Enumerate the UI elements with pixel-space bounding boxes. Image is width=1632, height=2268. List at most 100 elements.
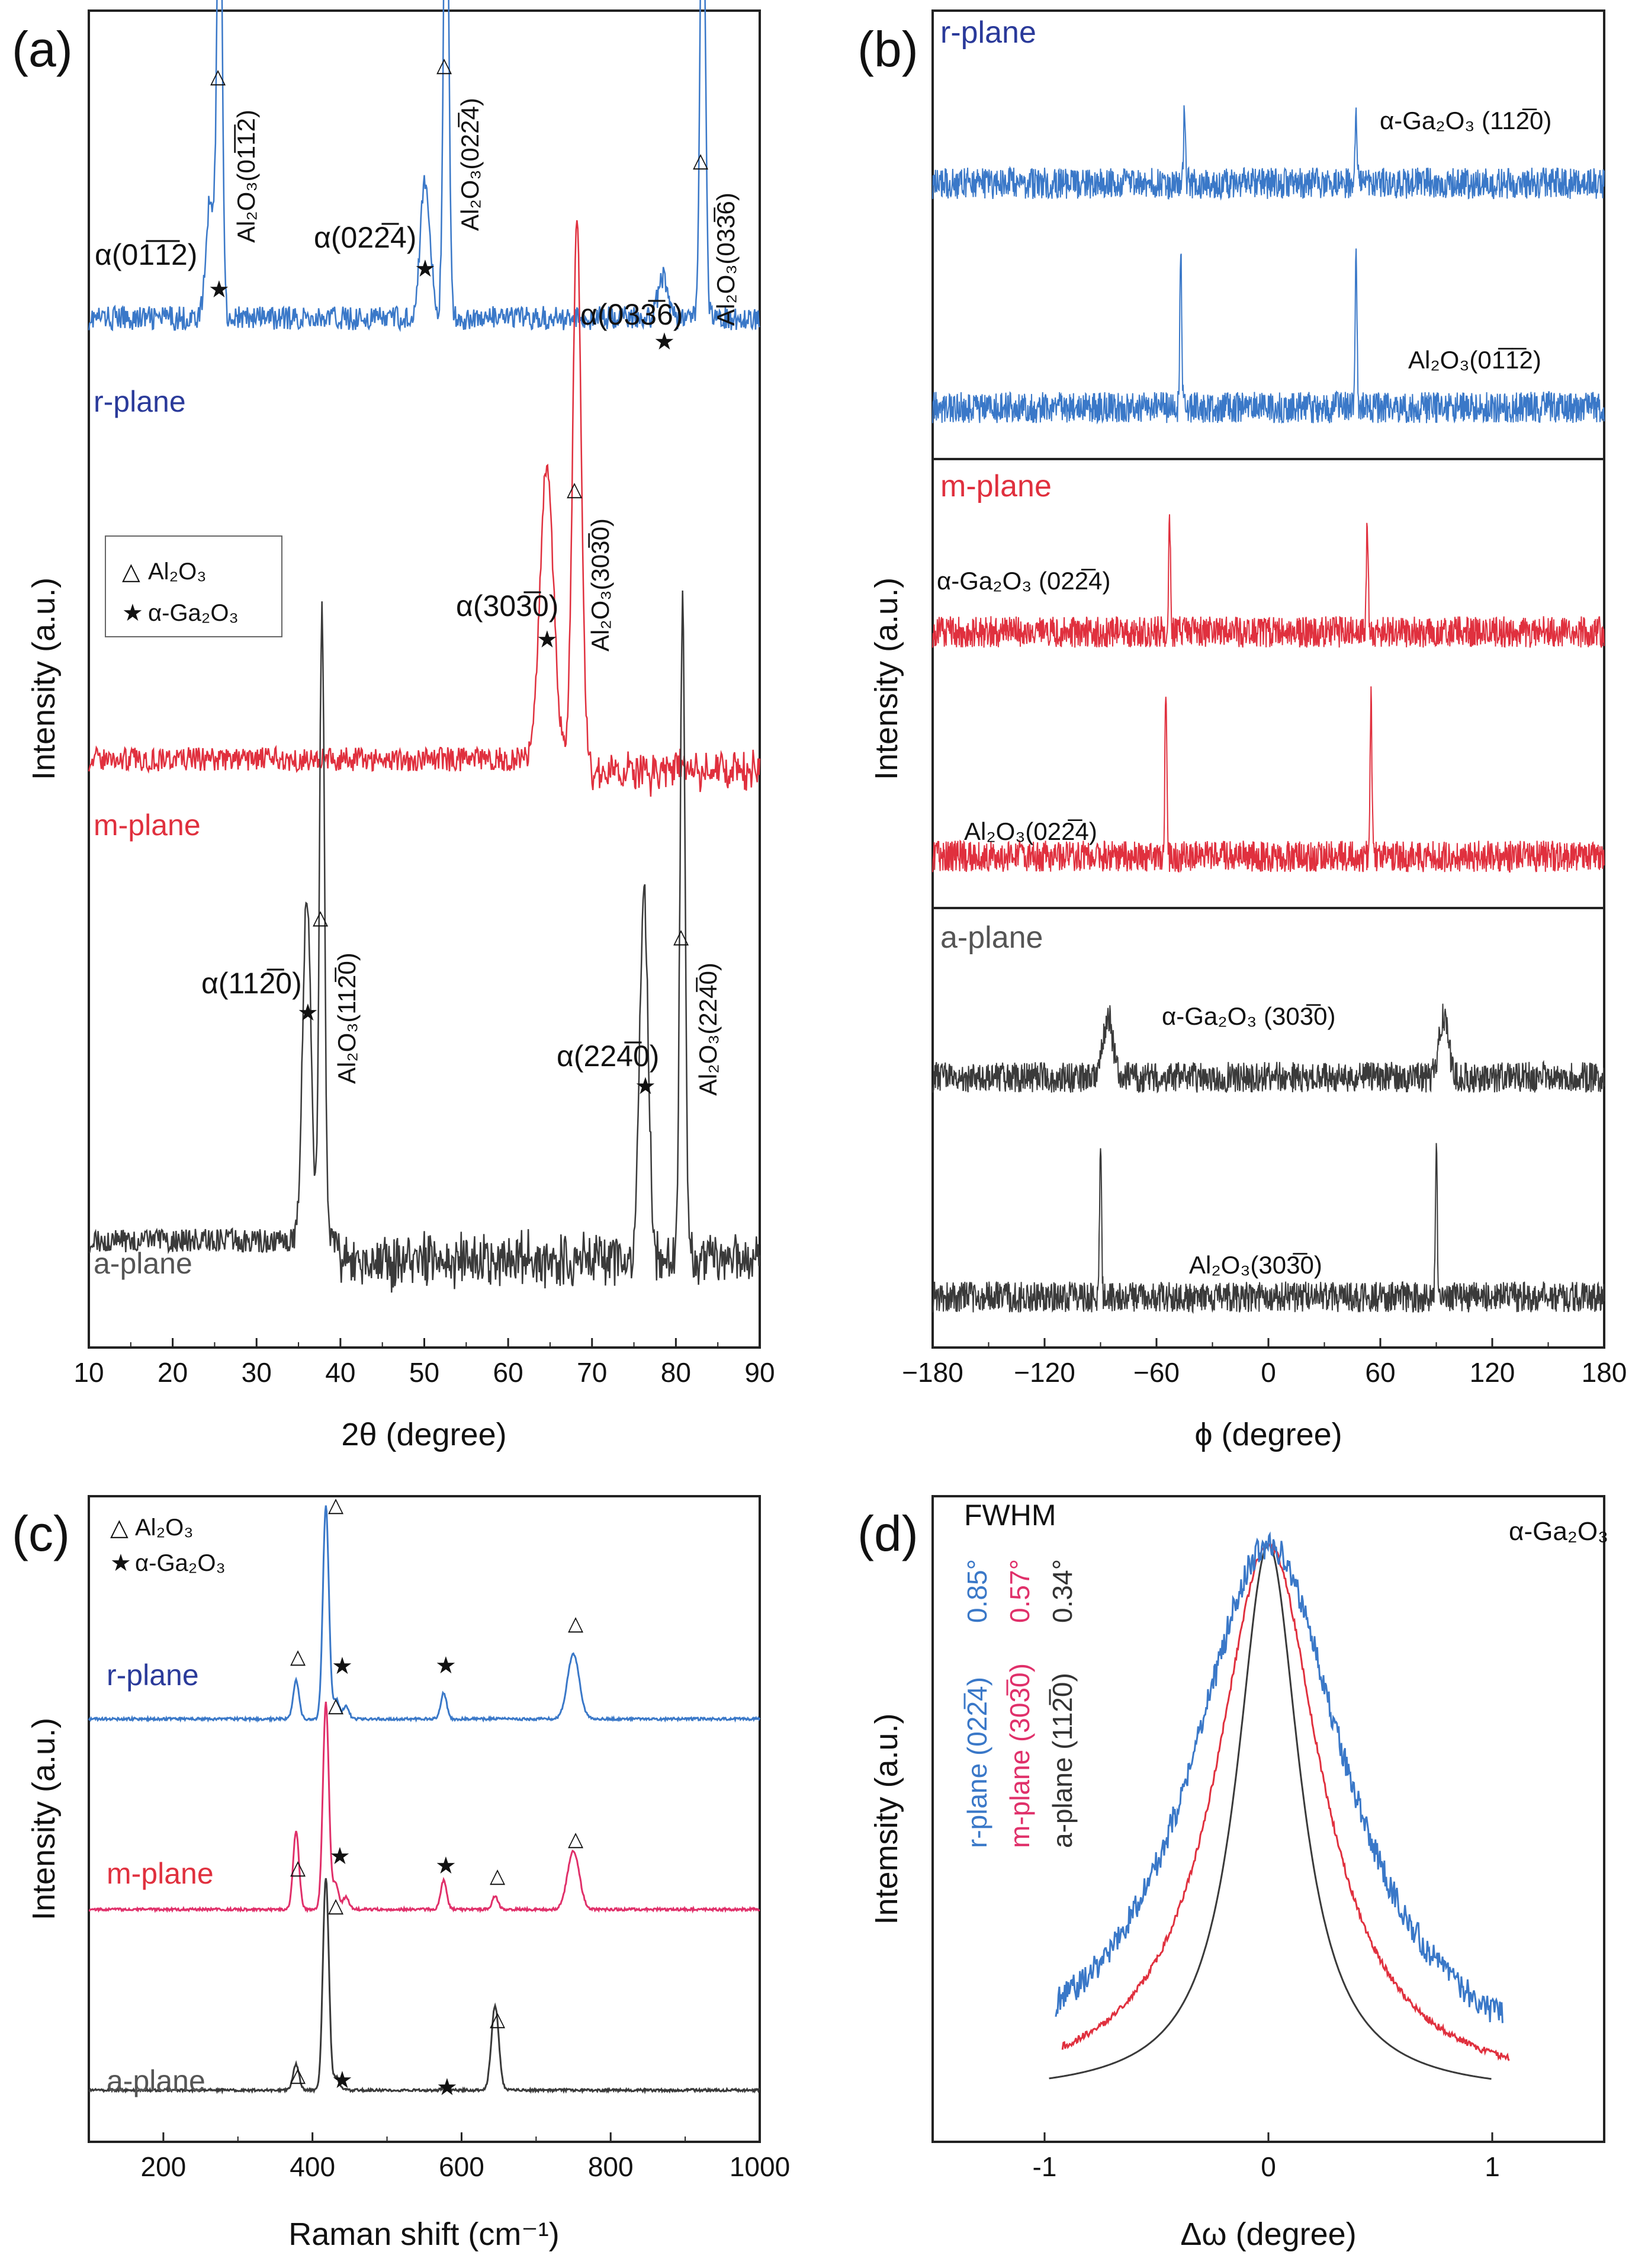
x-tick-label: 40 [325, 1357, 355, 1388]
x-tick-label: 90 [744, 1357, 775, 1388]
x-tick-label: 180 [1582, 1357, 1627, 1388]
peak-label: α(112̅0) [201, 967, 302, 1000]
series-label-a-plane: a-plane [94, 1247, 192, 1280]
section-label-m-plane: m-plane [940, 469, 1052, 503]
panel-a-lines [88, 0, 761, 1293]
legend-fwhm-m-plane: 0.57° [1004, 1559, 1035, 1623]
x-tick-label: 600 [439, 2151, 484, 2182]
triangle-marker: △ [328, 1694, 344, 1717]
triangle-marker: △ [290, 2064, 306, 2086]
peak-label: α(01̅1̅2) [95, 238, 197, 271]
trace-label: α-Ga₂O₃ (303̅0) [1162, 1002, 1335, 1030]
panel-d-label: (d) [857, 1506, 918, 1561]
triangle-marker: △ [436, 54, 452, 76]
panel-c-label: (c) [12, 1506, 70, 1561]
panel-c-frame [88, 1495, 761, 2143]
star-marker: ★ [635, 1073, 656, 1099]
panel-a-substrate-labels: Al₂O₃(01̅1̅2) Al₂O₃(022̅4) Al₂O₃(033̅6) … [232, 98, 740, 1096]
triangle-marker: △ [693, 149, 709, 172]
triangle-marker: △ [490, 1865, 506, 1887]
series-line-r-plane [88, 1505, 761, 1723]
star-icon: ★ [110, 1550, 131, 1576]
triangle-marker: △ [673, 925, 689, 948]
legend-item-ga2o3: α-Ga₂O₃ [148, 600, 239, 626]
star-icon: ★ [122, 600, 143, 626]
panel-a-x-ticks: 10 20 30 40 50 60 70 80 90 [73, 1338, 775, 1388]
series-line-black [1049, 1544, 1492, 2080]
legend-series-r-plane: r-plane (022̅4) [962, 1677, 992, 1848]
legend-series-m-plane: m-plane (303̅0) [1004, 1663, 1035, 1848]
trace-label: Al₂O₃(01̅1̅2) [1408, 346, 1541, 374]
peak-label: α(022̅4) [314, 221, 416, 254]
triangle-icon: △ [122, 559, 140, 585]
trace-label: Al₂O₃(022̅4) [964, 817, 1097, 845]
panel-a-legend: △ Al₂O₃ ★ α-Ga₂O₃ [105, 535, 282, 637]
triangle-marker: △ [490, 2008, 506, 2030]
x-tick-label: −60 [1133, 1357, 1180, 1388]
fwhm-title: FWHM [964, 1499, 1056, 1532]
panel-d-x-ticks: -1 0 1 [1033, 2132, 1500, 2182]
series-line-m-plane [88, 1701, 760, 1914]
series-label-m-plane: m-plane [94, 809, 201, 842]
legend-fwhm-a-plane: 0.34° [1047, 1559, 1078, 1623]
x-tick-label: 1 [1485, 2151, 1500, 2182]
legend-item-al2o3: Al₂O₃ [135, 1515, 194, 1541]
triangle-marker: △ [210, 65, 226, 88]
triangle-marker: △ [313, 906, 329, 929]
series-label-a-plane: a-plane [107, 2064, 205, 2097]
series-label-r-plane: r-plane [94, 385, 186, 418]
x-tick-label: 0 [1261, 1357, 1276, 1388]
star-marker: ★ [415, 256, 436, 282]
peak-label: α(224̅0) [557, 1040, 659, 1073]
triangle-marker: △ [290, 1645, 306, 1668]
legend-fwhm-r-plane: 0.85° [962, 1559, 992, 1623]
x-tick-label: 20 [158, 1357, 188, 1388]
panel-c-legend: △ Al₂O₃ ★ α-Ga₂O₃ [110, 1515, 226, 1576]
x-tick-label: 0 [1261, 2151, 1276, 2182]
star-marker: ★ [208, 277, 230, 303]
panel-c-ylabel: Intensity (a.u.) [26, 1718, 62, 1920]
peak-label: Al₂O₃(01̅1̅2) [232, 110, 260, 243]
panel-c-markers: △ △ ★ ★ △ △ △ ★ ★ △ △ △ △ ★ ★ △ [290, 1494, 584, 2100]
x-tick-label: 30 [242, 1357, 272, 1388]
trace-line-a-plane-1 [932, 1143, 1605, 1314]
series-label-r-plane: r-plane [107, 1659, 199, 1692]
x-tick-label: 400 [290, 2151, 335, 2182]
series-line-a-plane [88, 1878, 760, 2095]
panel-d-lines [1049, 1531, 1510, 2080]
series-label-m-plane: m-plane [107, 1857, 214, 1890]
triangle-marker: △ [567, 478, 583, 501]
star-marker: ★ [435, 1653, 457, 1679]
trace-label: α-Ga₂O₃ (112̅0) [1380, 107, 1551, 134]
panel-b-lines [932, 105, 1605, 1314]
peak-label: Al₂O₃(033̅6) [712, 193, 740, 326]
series-line-blue [1055, 1531, 1504, 2023]
x-tick-label: 200 [141, 2151, 187, 2182]
panel-d: (d) -1 0 1 Δω (degree) Intemsity (a.u.) α-… [857, 1495, 1608, 2252]
panel-b: (b) −180 −120 −60 0 60 120 180 ϕ (degree) Inte… [857, 9, 1627, 1452]
panel-b-trace-labels: α-Ga₂O₃ (112̅0) Al₂O₃(01̅1̅2) α-Ga₂O₃ (0… [937, 107, 1551, 1279]
legend-series-a-plane: a-plane (112̅0) [1047, 1673, 1078, 1848]
peak-label: α(303̅0) [456, 589, 558, 623]
peak-label: α(033̅6) [580, 298, 683, 331]
panel-d-xlabel: Δω (degree) [1180, 2216, 1356, 2252]
panel-a-label: (a) [12, 21, 73, 77]
star-marker: ★ [329, 1843, 351, 1869]
x-tick-label: 1000 [730, 2151, 790, 2182]
panel-c: (c) 200 400 600 800 1000 Raman shift (cm⁻¹) … [12, 1494, 790, 2252]
section-label-a-plane: a-plane [940, 920, 1043, 955]
section-label-r-plane: r-plane [940, 15, 1036, 50]
triangle-marker: △ [328, 1894, 344, 1917]
peak-label: Al₂O₃(022̅4) [456, 98, 484, 231]
x-tick-label: 60 [493, 1357, 523, 1388]
panel-c-x-ticks: 200 400 600 800 1000 [141, 2132, 790, 2182]
peak-label: Al₂O₃(303̅0) [586, 518, 614, 652]
x-tick-label: 80 [661, 1357, 691, 1388]
trace-line-a-plane-0 [932, 1003, 1605, 1094]
series-line-red [1061, 1542, 1510, 2061]
panel-c-lines [88, 1505, 761, 2095]
panel-b-x-ticks: −180 −120 −60 0 60 120 180 [902, 1338, 1627, 1388]
series-line-m-plane [88, 220, 761, 797]
star-marker: ★ [435, 1853, 457, 1879]
